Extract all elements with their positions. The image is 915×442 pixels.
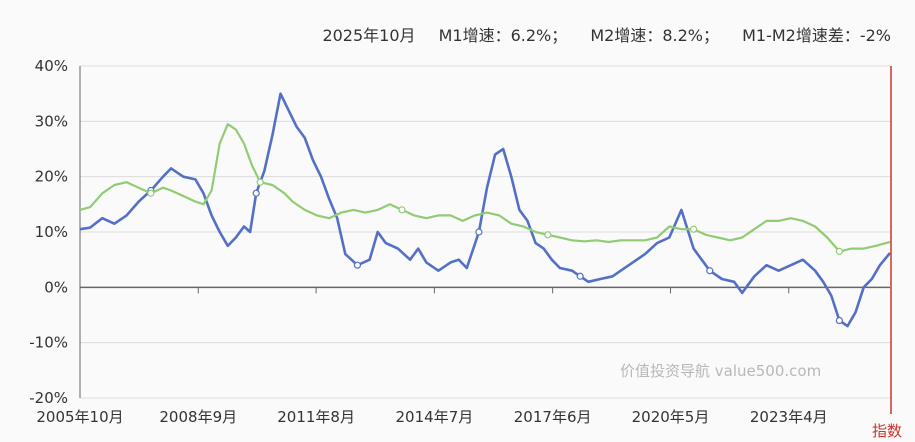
m1-point[interactable]	[252, 189, 260, 197]
m2-series-line[interactable]	[79, 122, 891, 253]
index-label[interactable]: 指数	[872, 422, 903, 440]
summary-diff: M1-M2增速差：-2%	[742, 26, 891, 45]
m1-point[interactable]	[353, 261, 362, 269]
m2-point[interactable]	[544, 231, 552, 239]
y-tick-label: 30%	[35, 112, 68, 130]
x-tick-label: 2017年6月	[514, 408, 592, 426]
x-tick-label: 2014年7月	[396, 408, 474, 426]
y-axis: -20% -10% 0% 10% 20% 30% 40%	[29, 57, 81, 407]
m2-point[interactable]	[147, 189, 155, 197]
grid	[80, 65, 890, 399]
y-tick-label: 0%	[44, 278, 68, 296]
x-tick-label: 2020年5月	[632, 408, 710, 426]
summary-m2: M2增速：8.2%；	[590, 26, 719, 45]
m2-point[interactable]	[256, 178, 264, 186]
x-tick-label: 2023年4月	[750, 408, 828, 426]
m2-point[interactable]	[689, 225, 698, 233]
y-tick-label: 40%	[35, 57, 68, 75]
y-tick-label: -10%	[29, 334, 68, 352]
m1-point[interactable]	[835, 316, 843, 325]
x-axis: 2005年10月 2008年9月 2011年8月 2014年7月 2017年6月 2020…	[36, 287, 828, 426]
summary-date: 2025年10月	[322, 26, 416, 45]
m1-point[interactable]	[475, 228, 483, 236]
m1-series-line[interactable]	[79, 92, 892, 328]
m1-point[interactable]	[706, 267, 714, 275]
y-tick-label: 10%	[35, 223, 68, 241]
x-tick-label: 2005年10月	[36, 408, 123, 426]
summary-header: 2025年10月 M1增速：6.2%； M2增速：8.2%； M1-M2增速差：…	[322, 22, 891, 46]
series-lines	[79, 92, 892, 328]
m2-point[interactable]	[835, 247, 843, 255]
y-tick-label: -20%	[29, 389, 68, 407]
summary-m1: M1增速：6.2%；	[438, 26, 568, 45]
m1-point[interactable]	[576, 272, 584, 280]
m2-point[interactable]	[398, 206, 406, 214]
watermark: 价值投资导航 value500.com	[620, 362, 822, 380]
x-tick-label: 2008年9月	[159, 408, 237, 426]
x-tick-label: 2011年8月	[277, 408, 355, 426]
y-tick-label: 20%	[35, 168, 68, 186]
